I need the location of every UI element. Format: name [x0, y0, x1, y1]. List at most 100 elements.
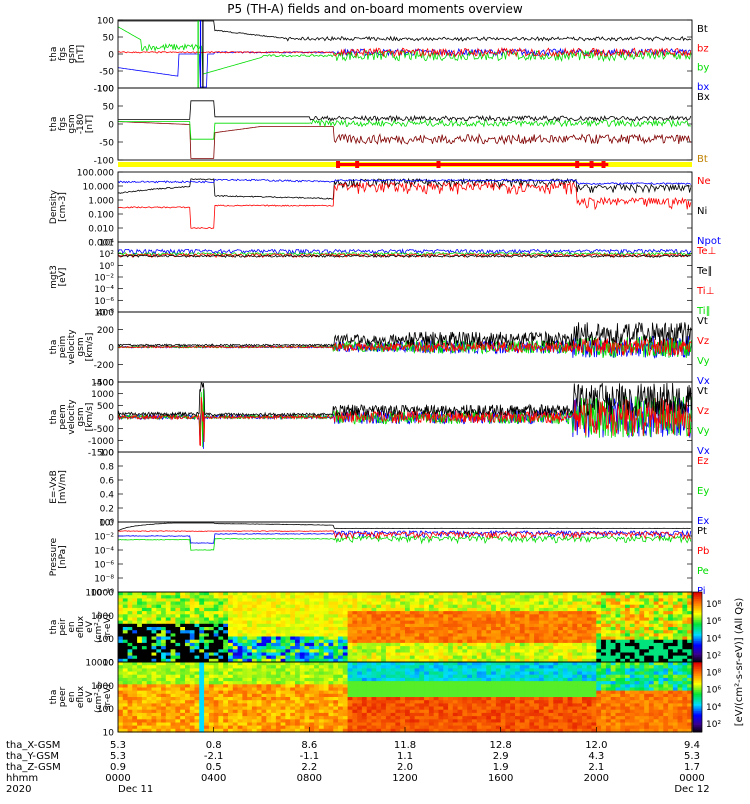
legend-Vy: Vy: [697, 426, 710, 437]
legend-Pb: Pb: [697, 546, 709, 557]
y-tick-label: 10: [103, 729, 115, 739]
y-axis-label: [km/s]: [85, 403, 95, 432]
y-tick-label: 10⁰: [99, 262, 114, 272]
panel-frame: [118, 452, 692, 522]
region-marker: [355, 161, 359, 168]
colorbar-tick: 10⁶: [706, 617, 721, 627]
region-marker: [590, 161, 594, 168]
series-Bt: [118, 122, 691, 159]
x-tick-tha_Y-GSM: 1.1: [397, 751, 413, 762]
y-tick-label: 500: [97, 402, 114, 412]
region-marker: [602, 161, 606, 168]
y-axis-label: [nT]: [76, 45, 86, 63]
y-axis-label: [km/s]: [85, 333, 95, 362]
x-tick-tha_Y-GSM: -1.1: [300, 751, 320, 762]
y-axis-label: [cm-3]: [58, 192, 68, 222]
heatmap-peer: [118, 662, 693, 733]
region-marker: [336, 161, 340, 168]
y-tick-label: 10⁻⁴: [94, 547, 114, 557]
x-tick-tha_Z-GSM: 2.2: [301, 762, 317, 773]
date-end-day: Dec 12: [674, 784, 709, 795]
y-axis-label: sr-eV): [103, 684, 113, 710]
y-tick-label: -500: [94, 425, 115, 435]
panel-frame: [118, 88, 692, 160]
heatmap-peir: [118, 592, 693, 663]
region-bar-red: [338, 163, 608, 166]
series-Ne: [118, 183, 691, 229]
date-year: 2020: [6, 784, 31, 795]
y-axis-label: [eV]: [58, 268, 68, 287]
x-tick-tha_Z-GSM: 2.1: [588, 762, 604, 773]
x-row-label: tha_Z-GSM: [6, 762, 61, 773]
y-tick-label: 400: [97, 309, 114, 319]
series-Vt: [118, 322, 691, 346]
y-tick-label: 100.000: [77, 169, 114, 179]
y-tick-label: -50: [99, 139, 114, 149]
y-tick-label: 10.000: [83, 183, 115, 193]
legend-Vy: Vy: [697, 356, 710, 367]
legend-Vz: Vz: [697, 406, 709, 417]
y-tick-label: 50: [103, 34, 115, 44]
y-tick-label: 10⁻⁶: [94, 561, 114, 571]
x-tick-tha_Y-GSM: 4.3: [588, 751, 604, 762]
region-marker: [436, 161, 440, 168]
y-tick-label: 0: [108, 344, 114, 354]
x-tick-tha_Z-GSM: 1.9: [493, 762, 509, 773]
legend-Ez: Ez: [697, 456, 709, 467]
colorbar-tick: 10⁶: [706, 686, 721, 696]
legend-by: by: [697, 63, 709, 74]
colorbar-peir: [693, 592, 702, 663]
legend-Pe: Pe: [697, 566, 709, 577]
y-tick-label: 0.6: [100, 477, 115, 487]
y-tick-label: 0.4: [100, 491, 115, 501]
legend-Vz: Vz: [697, 336, 709, 347]
y-tick-label: 0: [108, 414, 114, 424]
y-tick-label: 200: [97, 326, 114, 336]
legend-Bt: Bt: [697, 154, 708, 165]
y-tick-label: 10⁻⁸: [94, 575, 114, 585]
y-tick-label: 10⁻²: [94, 274, 114, 284]
x-tick-tha_X-GSM: 11.8: [394, 740, 416, 751]
series-Bt: [118, 21, 691, 41]
series-Pt: [118, 523, 691, 531]
x-tick-hhmm: 2000: [584, 773, 609, 784]
x-tick-tha_X-GSM: 12.8: [490, 740, 512, 751]
y-tick-label: 100: [97, 17, 114, 27]
x-tick-tha_Y-GSM: 2.9: [493, 751, 509, 762]
chart-title: P5 (TH-A) fields and on-board moments ov…: [227, 2, 523, 16]
colorbar-tick: 10⁴: [706, 634, 721, 644]
x-tick-hhmm: 0400: [201, 773, 226, 784]
x-tick-hhmm: 1200: [392, 773, 417, 784]
legend-Vt: Vt: [697, 316, 708, 327]
y-tick-label: 0.8: [100, 463, 115, 473]
y-tick-label: 10⁻²: [94, 533, 114, 543]
colorbar-tick: 10²: [706, 651, 721, 661]
y-tick-label: -1000: [88, 437, 114, 447]
series-Tell: [118, 255, 691, 257]
y-axis-label: [nPa]: [58, 545, 68, 568]
y-tick-label: 10000: [85, 659, 114, 669]
x-tick-tha_Y-GSM: 5.3: [684, 751, 700, 762]
y-tick-label: 10⁻⁶: [94, 297, 114, 307]
x-tick-tha_Z-GSM: 0.5: [206, 762, 222, 773]
y-tick-label: -50: [99, 68, 114, 78]
colorbar-label: [eV/(cm²-s-sr-eV)] (All Qs): [734, 598, 745, 727]
x-row-label: tha_Y-GSM: [6, 751, 59, 762]
y-tick-label: 100: [97, 85, 114, 95]
colorbar-tick: 10⁸: [706, 669, 721, 679]
legend-Ne: Ne: [697, 176, 711, 187]
legend-Vt: Vt: [697, 386, 708, 397]
x-row-label: tha_X-GSM: [6, 740, 60, 751]
y-axis-label: [nT]: [85, 115, 95, 133]
y-tick-label: 10⁰: [99, 519, 114, 529]
legend-Pt: Pt: [697, 526, 707, 537]
y-tick-label: 10⁴: [99, 239, 114, 249]
x-tick-tha_Z-GSM: 0.9: [110, 762, 126, 773]
y-tick-label: 1000: [91, 390, 114, 400]
x-tick-tha_Y-GSM: -2.1: [204, 751, 224, 762]
legend-Ni: Ni: [697, 206, 707, 217]
x-row-label: hhmm: [6, 773, 38, 784]
date-start-day: Dec 11: [118, 784, 153, 795]
x-tick-hhmm: 0000: [679, 773, 704, 784]
x-tick-tha_X-GSM: 9.4: [684, 740, 700, 751]
